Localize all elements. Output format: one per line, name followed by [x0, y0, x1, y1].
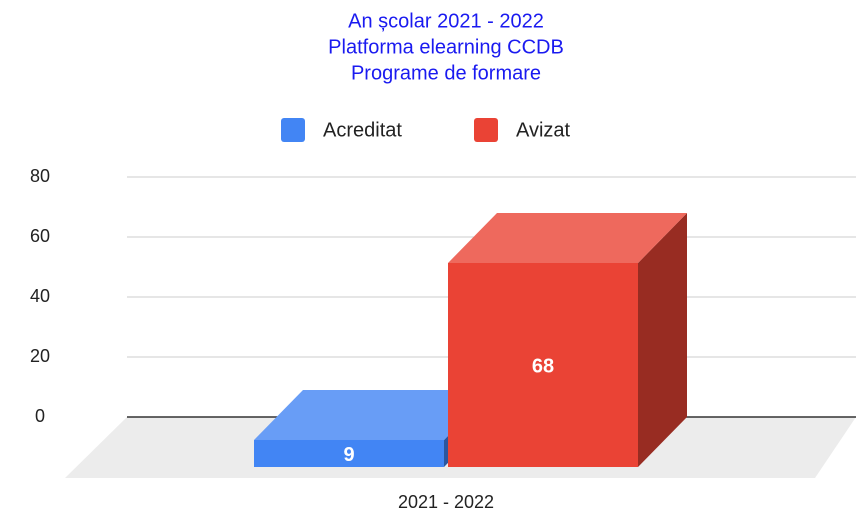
y-tick-label: 60: [30, 226, 50, 246]
y-tick-label: 20: [30, 346, 50, 366]
legend-label: Avizat: [516, 119, 571, 141]
legend-swatch: [474, 118, 498, 142]
bar: [448, 263, 638, 467]
bar-top: [254, 390, 493, 440]
bar: [254, 440, 444, 467]
y-tick-label: 80: [30, 166, 50, 186]
bar-top: [448, 213, 687, 263]
data-label: 68: [532, 355, 554, 377]
y-tick-label: 0: [35, 406, 45, 426]
legend-swatch: [281, 118, 305, 142]
chart-title: Platforma elearning CCDB: [328, 36, 564, 58]
x-tick-label: 2021 - 2022: [398, 492, 494, 512]
y-tick-label: 40: [30, 286, 50, 306]
legend-label: Acreditat: [323, 119, 402, 141]
bar-side: [638, 213, 687, 467]
chart-title: Programe de formare: [351, 62, 541, 84]
chart-title: An școlar 2021 - 2022: [348, 10, 544, 32]
data-label: 9: [343, 444, 354, 466]
